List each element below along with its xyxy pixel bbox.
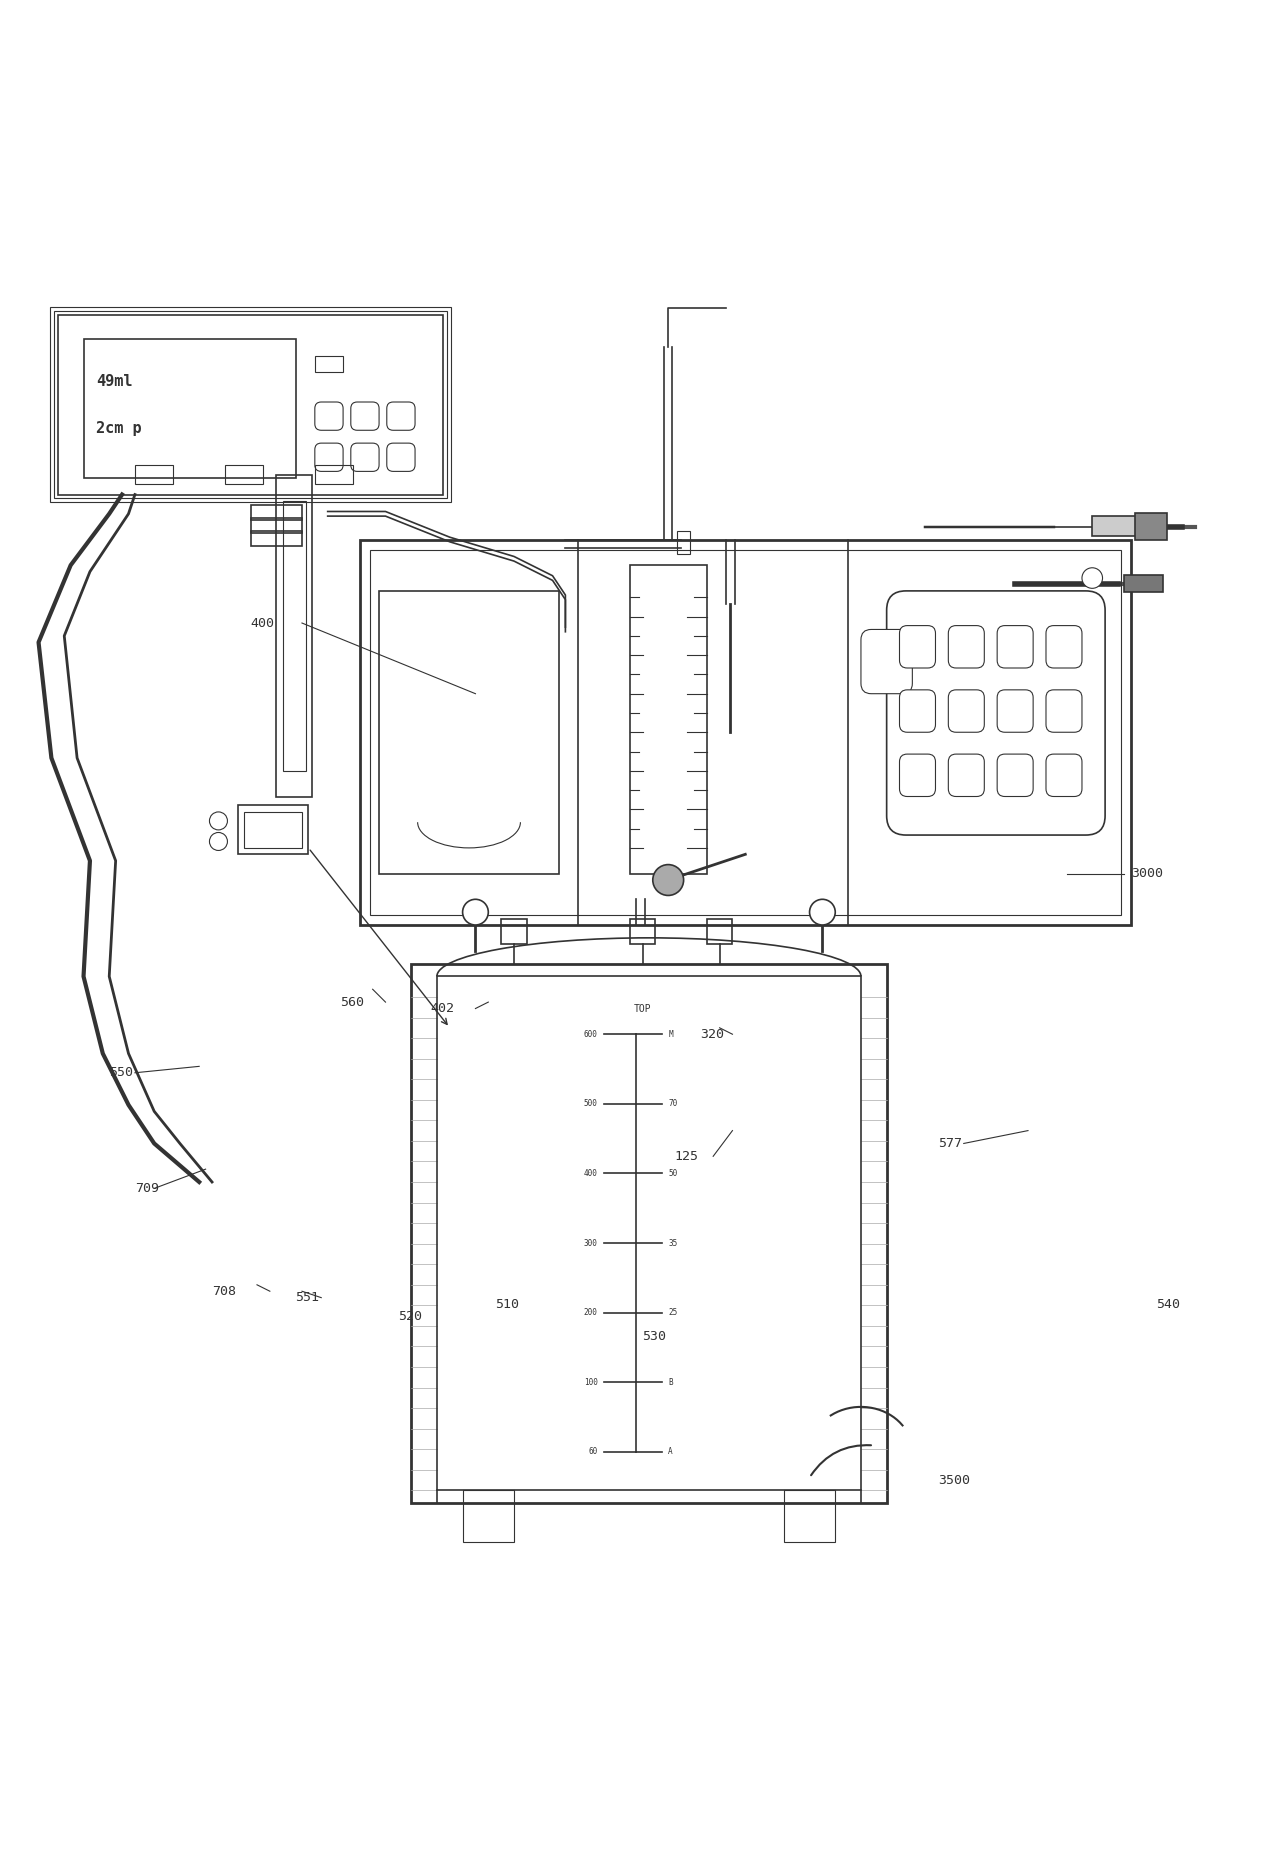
Text: 49ml: 49ml (96, 374, 132, 388)
Text: 577: 577 (938, 1138, 962, 1151)
Text: TOP: TOP (634, 1003, 651, 1014)
Text: 400: 400 (583, 1169, 598, 1178)
Bar (630, 566, 707, 873)
Text: M: M (668, 1030, 673, 1038)
Bar (276, 475, 312, 797)
FancyBboxPatch shape (899, 625, 935, 668)
FancyBboxPatch shape (387, 444, 415, 472)
Circle shape (810, 899, 835, 925)
Bar (370, 549, 1121, 914)
FancyBboxPatch shape (997, 755, 1033, 797)
FancyBboxPatch shape (1046, 690, 1082, 733)
FancyBboxPatch shape (315, 444, 343, 472)
Text: 709: 709 (135, 1182, 159, 1195)
Text: B: B (668, 1378, 673, 1388)
FancyBboxPatch shape (899, 690, 935, 733)
Circle shape (209, 832, 227, 851)
Text: 540: 540 (1156, 1297, 1181, 1310)
FancyBboxPatch shape (899, 755, 935, 797)
Text: 320: 320 (700, 1029, 725, 1042)
FancyBboxPatch shape (387, 401, 415, 431)
Bar (251, 505, 302, 520)
Bar (84, 339, 296, 477)
Bar (630, 919, 655, 944)
Text: 510: 510 (495, 1297, 519, 1310)
FancyBboxPatch shape (861, 629, 912, 694)
Text: 60: 60 (589, 1447, 598, 1456)
Text: 35: 35 (668, 1238, 677, 1247)
Bar (379, 590, 559, 873)
Bar (1124, 575, 1163, 592)
Text: A: A (668, 1447, 673, 1456)
FancyBboxPatch shape (1046, 755, 1082, 797)
Bar (244, 812, 302, 847)
Bar (1092, 516, 1137, 536)
Text: 560: 560 (341, 995, 365, 1008)
Bar (54, 311, 447, 498)
Text: 2cm p: 2cm p (96, 422, 143, 437)
Text: 500: 500 (583, 1099, 598, 1108)
Text: 50: 50 (668, 1169, 677, 1178)
Text: 100: 100 (583, 1378, 598, 1388)
FancyBboxPatch shape (997, 625, 1033, 668)
Text: 402: 402 (430, 1003, 455, 1016)
Text: 125: 125 (675, 1151, 699, 1164)
Text: 3000: 3000 (1131, 868, 1163, 881)
Text: 200: 200 (583, 1308, 598, 1317)
Circle shape (1082, 568, 1103, 588)
Text: 400: 400 (251, 616, 275, 629)
Text: 600: 600 (583, 1030, 598, 1038)
Bar (463, 1491, 514, 1541)
Bar (437, 977, 861, 1491)
Bar (58, 314, 443, 494)
Bar (315, 464, 353, 485)
Circle shape (209, 812, 227, 831)
Circle shape (463, 899, 488, 925)
Text: 550: 550 (109, 1066, 134, 1079)
Bar (411, 964, 887, 1504)
Bar (1135, 512, 1167, 540)
FancyBboxPatch shape (948, 755, 984, 797)
Bar (251, 531, 302, 546)
Bar (784, 1491, 835, 1541)
FancyBboxPatch shape (997, 690, 1033, 733)
Bar (238, 805, 308, 855)
Text: 25: 25 (668, 1308, 677, 1317)
Text: 300: 300 (583, 1238, 598, 1247)
Bar (707, 919, 732, 944)
Bar (360, 540, 1131, 925)
Text: 530: 530 (642, 1330, 667, 1343)
Circle shape (653, 864, 684, 895)
Text: 551: 551 (296, 1291, 320, 1304)
FancyBboxPatch shape (315, 401, 343, 431)
FancyBboxPatch shape (351, 401, 379, 431)
Bar (677, 531, 690, 553)
FancyBboxPatch shape (948, 690, 984, 733)
Bar (315, 355, 343, 372)
Text: 708: 708 (212, 1284, 236, 1297)
FancyBboxPatch shape (948, 625, 984, 668)
Bar (50, 307, 451, 501)
FancyBboxPatch shape (887, 590, 1105, 834)
Bar (251, 518, 302, 533)
Bar (501, 919, 527, 944)
FancyBboxPatch shape (351, 444, 379, 472)
Bar (283, 501, 306, 771)
Text: 70: 70 (668, 1099, 677, 1108)
Bar (135, 464, 173, 485)
Text: 520: 520 (398, 1310, 423, 1323)
FancyBboxPatch shape (1046, 625, 1082, 668)
Bar (225, 464, 263, 485)
Text: 3500: 3500 (938, 1474, 970, 1487)
